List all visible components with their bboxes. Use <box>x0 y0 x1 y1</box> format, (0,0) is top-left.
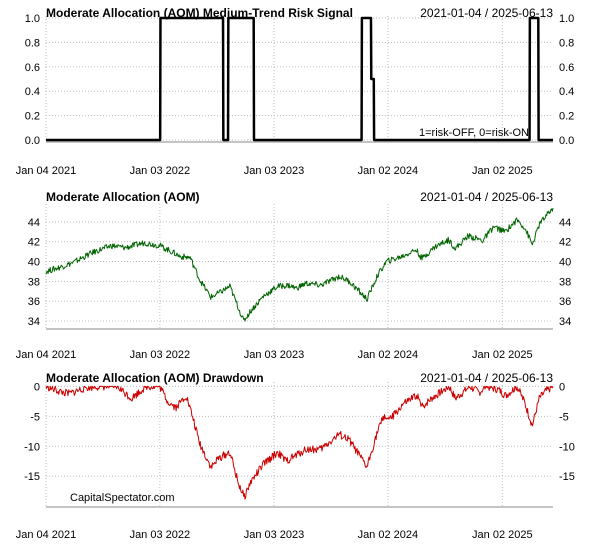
x-tick-label: Jan 04 2021 <box>16 529 77 541</box>
x-tick-label: Jan 02 2025 <box>472 349 533 361</box>
date-range-label: 2021-01-04 / 2025-06-13 <box>420 190 553 204</box>
series-line <box>45 207 554 322</box>
x-tick-label: Jan 04 2021 <box>16 349 77 361</box>
y-tick-label-left: 0.8 <box>25 37 40 49</box>
x-tick-label: Jan 02 2025 <box>472 165 533 177</box>
signal-legend-note: 1=risk-OFF, 0=risk-ON <box>419 127 529 139</box>
x-tick-label: Jan 02 2024 <box>358 349 419 361</box>
series-line <box>46 16 553 142</box>
y-tick-label-right: 0.0 <box>559 135 574 147</box>
y-tick-label-left: -15 <box>24 471 40 483</box>
date-range-label: 2021-01-04 / 2025-06-13 <box>420 6 553 20</box>
y-tick-label-left: 42 <box>28 237 40 249</box>
series-line <box>45 385 554 500</box>
x-tick-label: Jan 03 2023 <box>244 349 305 361</box>
watermark-text: CapitalSpectator.com <box>70 492 175 504</box>
y-tick-label-right: 40 <box>559 257 571 269</box>
y-tick-label-right: 0 <box>559 381 565 393</box>
y-tick-label-left: 0 <box>34 381 40 393</box>
x-tick-label: Jan 04 2021 <box>16 165 77 177</box>
y-tick-label-left: 0.6 <box>25 62 40 74</box>
y-tick-label-right: 44 <box>559 217 571 229</box>
y-tick-label-left: 34 <box>28 316 40 328</box>
x-tick-label: Jan 03 2022 <box>130 349 191 361</box>
y-tick-label-left: 38 <box>28 276 40 288</box>
x-tick-label: Jan 02 2024 <box>358 529 419 541</box>
y-tick-label-right: 0.2 <box>559 111 574 123</box>
y-tick-label-right: -15 <box>559 471 575 483</box>
chart-panel-3: 0 0 -5 -5 -10 -10 -15 -15 Jan 04 2021 Jan 03 2022… <box>16 371 575 541</box>
y-tick-label-right: 34 <box>559 316 571 328</box>
chart-title: Moderate Allocation (AOM) Drawdown <box>46 371 264 385</box>
y-tick-label-right: 36 <box>559 296 571 308</box>
y-tick-label-left: 0.2 <box>25 111 40 123</box>
y-tick-label-right: -5 <box>559 411 569 423</box>
y-tick-label-right: 0.4 <box>559 86 574 98</box>
date-range-label: 2021-01-04 / 2025-06-13 <box>420 371 553 385</box>
y-tick-label-left: 0.4 <box>25 86 40 98</box>
y-tick-label-right: 42 <box>559 237 571 249</box>
x-tick-label: Jan 03 2023 <box>244 529 305 541</box>
y-tick-label-left: -5 <box>30 411 40 423</box>
y-tick-label-left: -10 <box>24 441 40 453</box>
chart-title: Moderate Allocation (AOM) <box>46 190 200 204</box>
y-tick-label-left: 40 <box>28 257 40 269</box>
y-tick-label-right: -10 <box>559 441 575 453</box>
y-tick-label-left: 44 <box>28 217 40 229</box>
chart-title: Moderate Allocation (AOM) Medium-Trend R… <box>46 6 353 20</box>
y-tick-label-right: 38 <box>559 276 571 288</box>
y-tick-label-left: 36 <box>28 296 40 308</box>
x-tick-label: Jan 02 2025 <box>472 529 533 541</box>
y-tick-label-left: 0.0 <box>25 135 40 147</box>
y-tick-label-right: 0.8 <box>559 37 574 49</box>
y-tick-label-right: 1.0 <box>559 13 574 25</box>
x-tick-label: Jan 02 2024 <box>358 165 419 177</box>
y-tick-label-right: 0.6 <box>559 62 574 74</box>
y-tick-label-left: 1.0 <box>25 13 40 25</box>
x-tick-label: Jan 03 2022 <box>130 165 191 177</box>
x-tick-label: Jan 03 2022 <box>130 529 191 541</box>
x-tick-label: Jan 03 2023 <box>244 165 305 177</box>
chart-panel-1: 0.0 0.0 0.2 0.2 0.4 0.4 0.6 0.6 0.8 0.8 1.0 1.0 Jan … <box>16 6 575 177</box>
chart-panel-2: 34 34 36 36 38 38 40 40 42 42 44 44 Jan 04 2021 Jan 0… <box>16 190 572 361</box>
